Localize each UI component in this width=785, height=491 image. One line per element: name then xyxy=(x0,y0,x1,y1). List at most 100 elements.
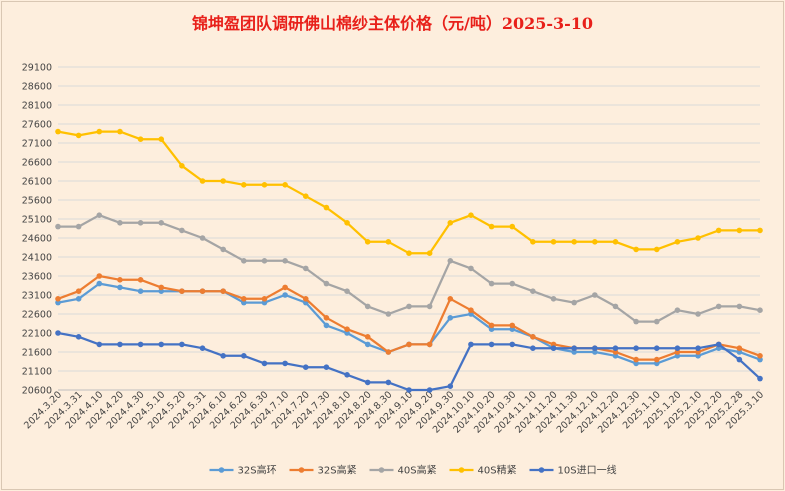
y-tick-label: 24100 xyxy=(22,253,52,264)
y-tick-label: 22100 xyxy=(22,329,52,340)
data-point xyxy=(653,246,660,253)
legend-item: 32S高环 xyxy=(209,464,277,477)
data-point xyxy=(633,356,639,363)
data-point xyxy=(757,353,763,359)
data-point xyxy=(158,220,165,226)
legend-marker xyxy=(298,467,305,473)
data-point xyxy=(323,364,330,371)
data-point xyxy=(695,345,701,352)
legend-marker xyxy=(378,467,385,473)
data-point xyxy=(344,372,350,378)
data-point xyxy=(571,299,577,306)
legend: 32S高环 32S高紧 40S高紧 40S精紧 10S进口一线 xyxy=(209,464,617,477)
data-point xyxy=(364,303,371,310)
data-point xyxy=(261,258,268,264)
legend-item: 40S精紧 xyxy=(449,464,517,477)
data-point xyxy=(509,322,516,329)
data-point xyxy=(530,345,536,352)
series-line xyxy=(57,130,760,255)
data-point xyxy=(633,345,639,352)
data-point xyxy=(158,136,165,142)
data-point xyxy=(137,277,144,283)
data-point xyxy=(447,296,454,302)
data-point xyxy=(199,235,206,241)
y-tick-label: 28600 xyxy=(22,82,52,93)
data-point xyxy=(468,307,474,314)
data-point xyxy=(509,280,516,287)
data-point xyxy=(199,288,206,295)
data-point xyxy=(364,334,371,340)
y-tick-label: 24600 xyxy=(22,234,52,245)
data-point xyxy=(179,341,185,348)
data-point xyxy=(550,239,557,245)
data-point xyxy=(96,280,103,287)
data-point xyxy=(468,341,474,348)
y-tick-label: 25100 xyxy=(22,215,52,226)
legend-label: 32S高环 xyxy=(238,464,277,477)
data-point xyxy=(179,288,185,295)
data-point xyxy=(550,296,557,302)
y-tick-label: 21600 xyxy=(22,348,52,359)
data-point xyxy=(302,265,309,272)
data-point xyxy=(261,360,268,367)
data-point xyxy=(199,178,206,184)
series-2 xyxy=(55,212,763,325)
data-point xyxy=(179,227,185,234)
data-point xyxy=(406,341,412,348)
data-point xyxy=(653,318,660,325)
y-tick-label: 22600 xyxy=(22,310,52,321)
data-point xyxy=(220,353,226,359)
data-point xyxy=(282,258,288,264)
data-point xyxy=(241,353,247,359)
series-3 xyxy=(55,128,763,256)
data-point xyxy=(75,334,82,340)
data-point xyxy=(55,128,61,135)
data-point xyxy=(488,280,495,287)
data-point xyxy=(137,220,144,226)
data-point xyxy=(633,318,639,325)
data-point xyxy=(117,277,123,283)
data-point xyxy=(715,341,722,348)
data-point xyxy=(282,292,288,298)
y-tick-label: 20600 xyxy=(22,386,52,397)
data-point xyxy=(592,292,598,298)
legend-label: 40S高紧 xyxy=(398,464,437,477)
data-point xyxy=(75,132,82,139)
data-point xyxy=(426,387,433,393)
data-point xyxy=(158,341,165,348)
data-point xyxy=(674,307,681,314)
series-line xyxy=(57,282,761,365)
data-point xyxy=(488,223,495,230)
data-point xyxy=(55,223,61,230)
data-point xyxy=(571,345,577,352)
data-point xyxy=(715,303,722,310)
data-point xyxy=(736,303,743,310)
data-point xyxy=(117,341,123,348)
data-point xyxy=(406,387,412,393)
legend-item: 10S进口一线 xyxy=(529,464,617,477)
data-point xyxy=(137,288,144,295)
data-point xyxy=(75,296,82,302)
data-point xyxy=(96,341,103,348)
y-tick-label: 25600 xyxy=(22,196,52,207)
legend-marker xyxy=(218,467,225,473)
data-point xyxy=(96,212,103,218)
y-tick-label: 29100 xyxy=(22,63,52,74)
data-point xyxy=(736,227,743,234)
data-point xyxy=(757,227,763,234)
data-point xyxy=(323,322,330,329)
y-tick-label: 26600 xyxy=(22,158,52,169)
data-point xyxy=(96,128,103,135)
legend-item: 40S高紧 xyxy=(369,464,437,477)
data-point xyxy=(75,288,82,295)
data-point xyxy=(488,341,495,348)
data-point xyxy=(282,360,288,367)
data-point xyxy=(344,220,350,226)
data-point xyxy=(261,296,268,302)
data-point xyxy=(241,182,247,188)
y-tick-label: 23600 xyxy=(22,272,52,283)
legend-marker xyxy=(458,467,465,473)
series-lines xyxy=(55,128,763,393)
data-point xyxy=(241,296,247,302)
data-point xyxy=(137,136,144,142)
